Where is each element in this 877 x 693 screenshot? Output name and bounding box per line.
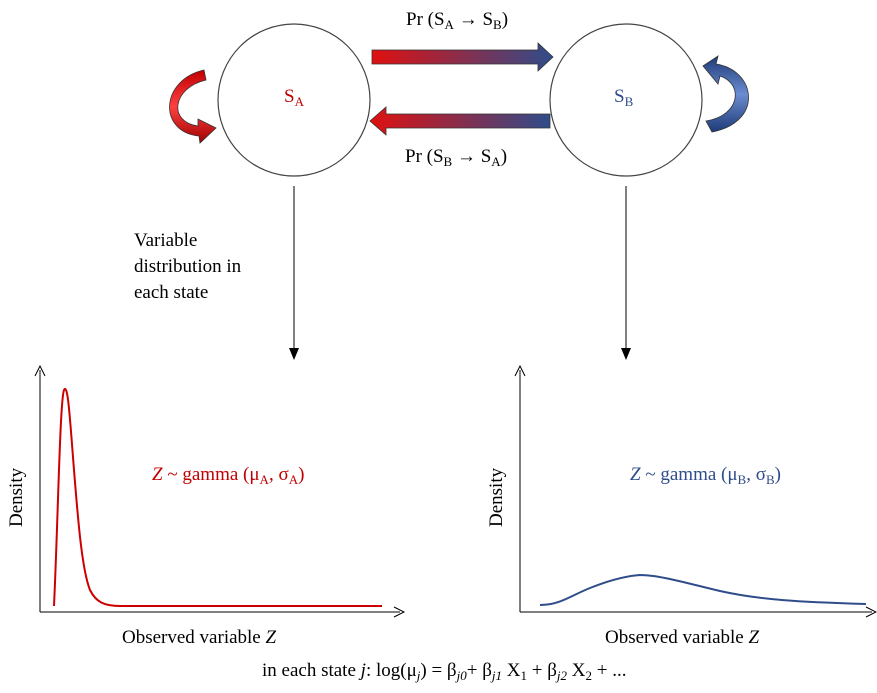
transition-ab-suffix: ) — [501, 9, 509, 30]
transition-ab-to: B — [493, 17, 502, 32]
eq-j-sub: j — [416, 668, 421, 683]
left-formula-mid: , σ — [268, 464, 289, 485]
left-plot-y-axis-head — [34, 364, 46, 377]
eq-sub-1: j0 — [456, 668, 467, 683]
link-equation: in each state j: log(μj) = βj0+ βj1 X1 +… — [262, 660, 626, 684]
right-formula-sub2: B — [765, 472, 775, 487]
self-loop-a-arrow — [169, 69, 217, 144]
eq-part-5: X — [502, 660, 521, 681]
eq-part-7: X — [567, 660, 586, 681]
left-plot-xlabel: Observed variable Z — [122, 627, 276, 650]
right-formula-end: ) — [774, 464, 781, 485]
state-a-letter: S — [284, 86, 295, 107]
right-formula-sub1: B — [737, 472, 747, 487]
state-b-label: SB — [614, 86, 633, 110]
left-formula-text: ~ gamma (μ — [162, 464, 260, 485]
eq-sub-4: j2 — [556, 668, 567, 683]
state-b-circle — [549, 23, 703, 177]
transition-ab-from: A — [444, 17, 454, 32]
eq-part-1: in each state — [262, 660, 361, 681]
transition-ba-from: B — [443, 154, 453, 169]
eq-part-3: ) = β — [420, 660, 457, 681]
right-plot-ylabel: Density — [486, 468, 509, 527]
left-plot-x-axis-head — [393, 606, 406, 618]
down-arrow-a-head — [289, 348, 299, 360]
state-b-letter: S — [614, 86, 625, 107]
state-b-subscript: B — [624, 94, 634, 109]
right-formula-var: Z — [630, 464, 641, 485]
transition-ab-label: Pr (SA → SB) — [406, 9, 508, 33]
right-plot-y-axis-head — [514, 364, 526, 377]
eq-part-6: + β — [526, 660, 557, 681]
transition-ba-to: A — [491, 154, 501, 169]
state-a-subscript: A — [294, 94, 304, 109]
eq-j: j — [360, 660, 366, 681]
eq-sub-5: 2 — [585, 668, 592, 683]
state-a-circle — [217, 23, 371, 177]
down-arrow-b-head — [621, 348, 631, 360]
transition-ab-arrow — [371, 42, 554, 72]
left-formula-var: Z — [152, 464, 163, 485]
distribution-note: Variable distribution in each state — [134, 228, 241, 306]
note-line-3: each state — [134, 282, 209, 303]
right-xlabel-var: Z — [748, 627, 760, 648]
right-density-curve — [539, 573, 867, 606]
left-plot-formula: Z ~ gamma (μA, σA) — [152, 464, 304, 488]
left-formula-sub1: A — [259, 472, 269, 487]
transition-ba-arrow — [369, 106, 551, 136]
transition-ba-label: Pr (SB → SA) — [405, 146, 507, 170]
eq-sub-3: 1 — [520, 668, 527, 683]
right-xlabel-prefix: Observed variable — [605, 627, 749, 648]
note-line-1: Variable — [134, 230, 198, 251]
left-density-curve — [53, 387, 382, 607]
left-formula-sub2: A — [288, 472, 299, 487]
eq-part-4: + β — [466, 660, 492, 681]
transition-ab-prefix: Pr (S — [406, 9, 445, 30]
right-formula-mid: , σ — [746, 464, 766, 485]
left-plot-ylabel: Density — [6, 468, 29, 527]
eq-part-2: : log(μ — [365, 660, 417, 681]
right-formula-text: ~ gamma (μ — [640, 464, 738, 485]
left-xlabel-var: Z — [265, 627, 277, 648]
transition-ba-prefix: Pr (S — [405, 146, 444, 167]
left-formula-end: ) — [298, 464, 305, 485]
right-plot-x-axis-head — [865, 606, 877, 618]
state-a-label: SA — [284, 86, 304, 110]
left-xlabel-prefix: Observed variable — [122, 627, 266, 648]
transition-ba-arrow-text: → S — [452, 146, 492, 167]
right-ylabel-text: Density — [486, 467, 507, 527]
self-loop-b-arrow — [702, 55, 749, 133]
left-ylabel-text: Density — [6, 467, 27, 527]
eq-sub-2: j1 — [491, 668, 502, 683]
eq-part-8: + ... — [591, 660, 627, 681]
transition-ab-arrow-text: → S — [453, 9, 494, 30]
transition-ba-suffix: ) — [500, 146, 508, 167]
right-plot-xlabel: Observed variable Z — [605, 627, 759, 650]
note-line-2: distribution in — [134, 256, 242, 277]
right-plot-formula: Z ~ gamma (μB, σB) — [630, 464, 781, 488]
